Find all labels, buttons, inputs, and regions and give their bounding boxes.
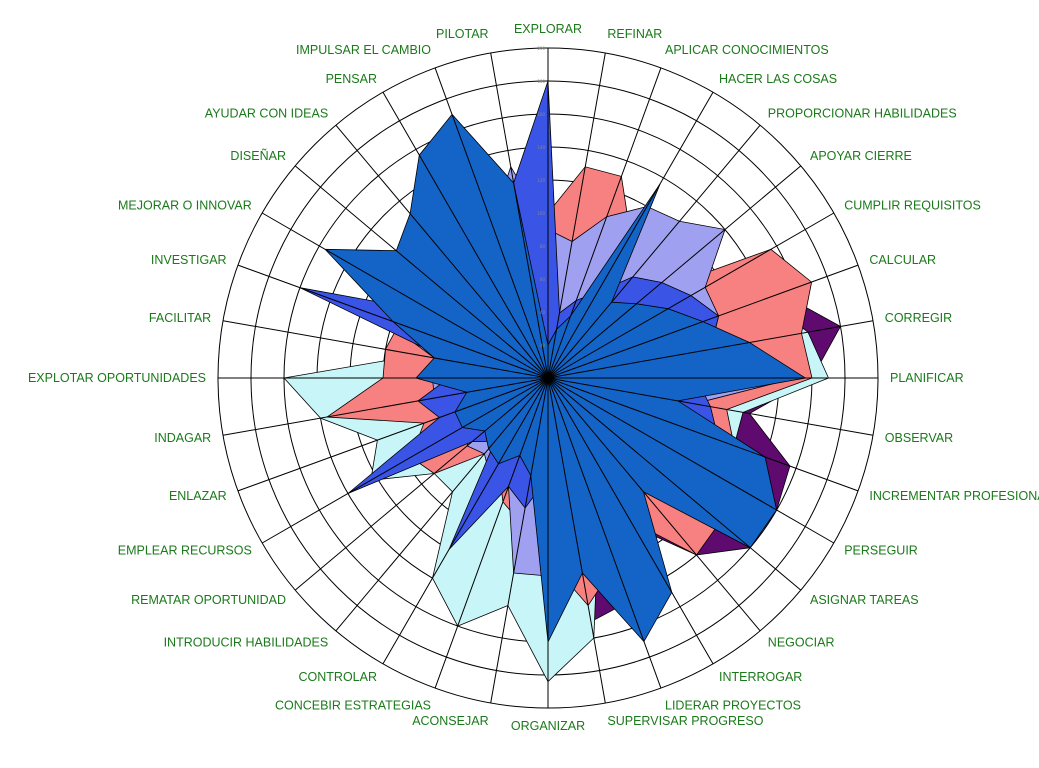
tick-label: 140 [537,145,545,150]
axis-label: NEGOCIAR [768,635,835,649]
axis-spoke [261,377,549,544]
axis-label: HACER LAS COSAS [719,72,837,86]
axis-spoke [335,124,549,379]
axis-label: PROPORCIONAR HABILIDADES [768,107,957,121]
axis-spoke [434,67,549,379]
axis-label: CALCULAR [869,253,936,267]
axis-label: APLICAR CONOCIMIENTOS [665,43,829,57]
axis-spoke [547,165,802,379]
axis-label: ORGANIZAR [511,719,585,733]
axis-label: SUPERVISAR PROGRESO [607,714,763,728]
tick-label: 120 [537,178,545,183]
axis-label: INCREMENTAR PROFESIONALIDAD [869,489,1039,503]
axis-label: IMPULSAR EL CAMBIO [296,43,431,57]
axis-spoke [547,264,859,379]
tick-label: 100 [537,211,545,216]
axis-spokes [218,48,878,708]
axis-label: CONTROLAR [299,670,377,684]
tick-label: 20 [540,343,546,348]
axis-spoke [547,124,761,379]
tick-labels: 20 40 60 80 100 120 140 160 180 200 [537,46,545,348]
axis-spoke [547,91,714,379]
axis-label: PENSAR [326,72,377,86]
axis-label: PERSEGUIR [844,544,918,558]
axis-spoke [237,264,549,379]
axis-label: EXPLOTAR OPORTUNIDADES [28,371,206,385]
axis-spoke [261,212,549,379]
axis-spoke [222,377,549,436]
tick-label: 40 [540,310,546,315]
axis-label: REFINAR [607,27,662,41]
axis-spoke [382,91,549,379]
tick-label: 200 [537,46,545,51]
axis-spoke [547,377,662,689]
axis-label: MEJORAR O INNOVAR [118,199,252,213]
axis-spoke [490,377,549,704]
axis-spoke [547,320,874,379]
axis-label: CONCEBIR ESTRATEGIAS [275,698,431,712]
axis-label: REMATAR OPORTUNIDAD [131,593,286,607]
axis-label: AYUDAR CON IDEAS [205,107,328,121]
series-layer [283,80,842,683]
axis-label: OBSERVAR [885,431,953,445]
tick-label: 80 [540,244,546,249]
axis-label: APOYAR CIERRE [810,149,912,163]
axis-spoke [547,52,606,379]
axis-spoke [237,377,549,492]
axis-label: INDAGAR [154,431,211,445]
axis-label: INTRODUCIR HABILIDADES [164,635,329,649]
axis-spoke [490,52,549,379]
axis-label: LIDERAR PROYECTOS [665,698,801,712]
axis-label: CUMPLIR REQUISITOS [844,199,981,213]
axis-label: FACILITAR [149,311,211,325]
axis-spoke [294,377,549,591]
tick-label: 160 [537,112,545,117]
axis-label: PILOTAR [436,27,489,41]
axis-spoke [547,377,714,665]
tick-label: 180 [537,79,545,84]
tick-label: 60 [540,277,546,282]
axis-spoke [382,377,549,665]
axis-spoke [547,377,606,704]
axis-spoke [547,377,835,544]
axis-label: INVESTIGAR [151,253,227,267]
axis-spoke [547,67,662,379]
axis-label: EXPLORAR [514,22,582,36]
axis-label: CORREGIR [885,311,952,325]
axis-spoke [547,377,859,492]
axis-label: ENLAZAR [169,489,227,503]
axis-spoke [335,377,549,632]
axis-label: EMPLEAR RECURSOS [118,544,252,558]
axis-spoke [547,212,835,379]
axis-spoke [547,377,874,436]
axis-label: DISEÑAR [230,149,286,163]
axis-label: ACONSEJAR [412,714,488,728]
axis-spoke [434,377,549,689]
axis-spoke [222,320,549,379]
axis-label: INTERROGAR [719,670,802,684]
axis-label: PLANIFICAR [890,371,964,385]
axis-spoke [294,165,549,379]
axis-spoke [547,377,761,632]
chart-center [543,373,553,383]
axis-spoke [547,377,802,591]
axis-label: ASIGNAR TAREAS [810,593,919,607]
